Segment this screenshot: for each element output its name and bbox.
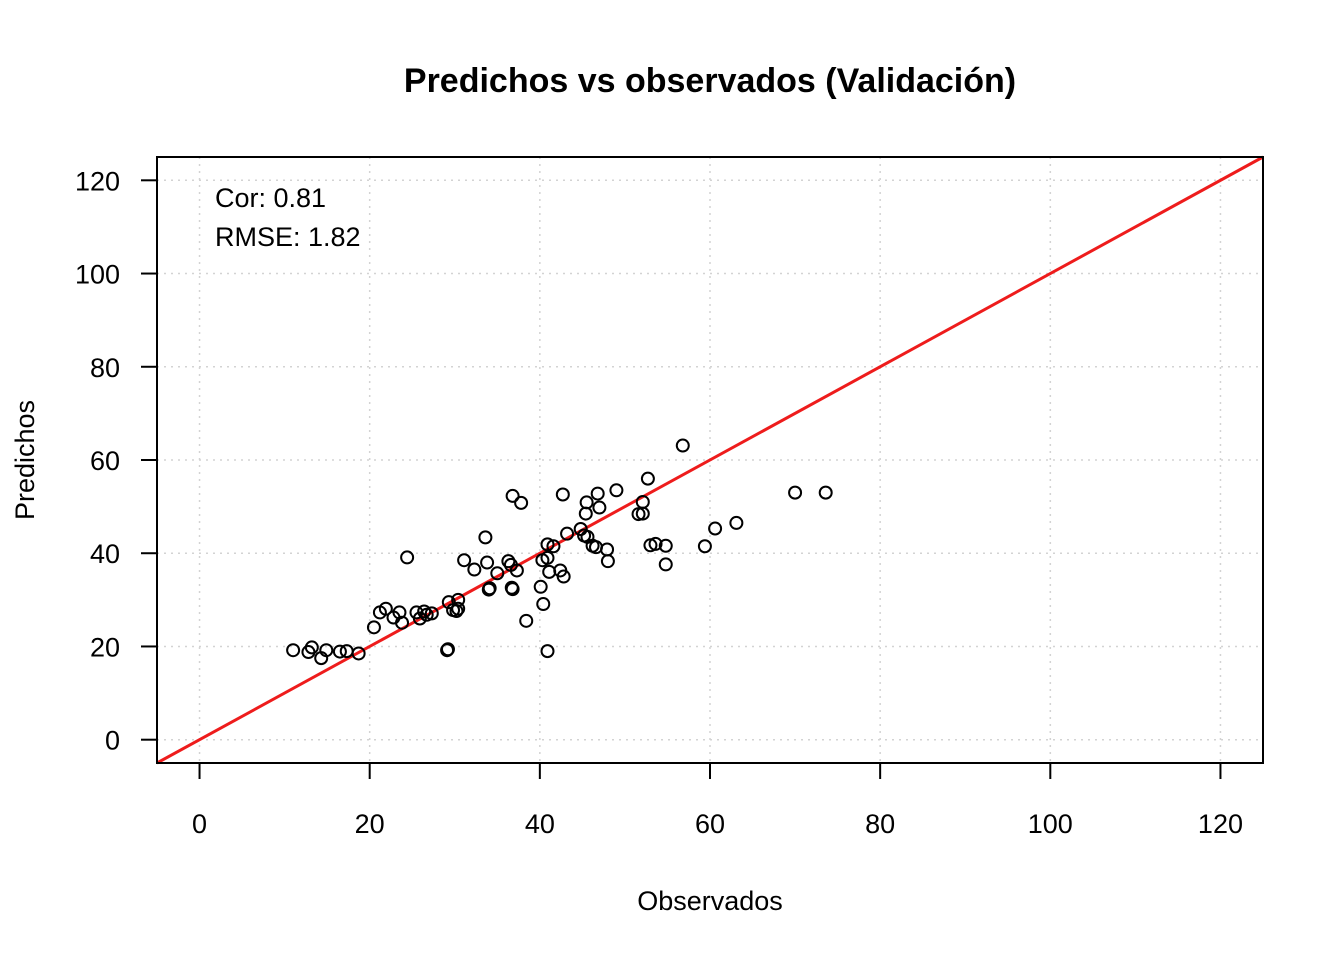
y-tick-label: 60 (90, 446, 120, 476)
x-tick-label: 0 (192, 809, 207, 839)
data-point (505, 488, 520, 503)
data-point (579, 495, 594, 510)
data-point (440, 642, 455, 657)
data-point (392, 605, 407, 620)
reference-line-layer (156, 155, 1264, 765)
reference-line (156, 155, 1264, 765)
data-point (697, 539, 712, 554)
y-tick-label: 100 (75, 260, 120, 290)
data-point (378, 601, 393, 616)
data-point (319, 643, 334, 658)
data-point (708, 521, 723, 536)
data-point (457, 553, 472, 568)
data-point (729, 515, 744, 530)
data-point (540, 537, 555, 552)
data-point (590, 486, 605, 501)
data-point (600, 542, 615, 557)
data-point (514, 495, 529, 510)
y-tick-label: 0 (105, 726, 120, 756)
data-point (648, 536, 663, 551)
data-point (560, 526, 575, 541)
chart-title: Predichos vs observados (Validación) (404, 62, 1016, 100)
data-point (536, 597, 551, 612)
data-point (417, 604, 432, 619)
data-point (351, 646, 366, 661)
data-point (412, 611, 427, 626)
data-point (395, 615, 410, 630)
data-point (578, 506, 593, 521)
y-axis-title: Predichos (10, 400, 40, 520)
data-point (505, 582, 520, 597)
data-point (400, 550, 415, 565)
x-tick-label: 100 (1028, 809, 1073, 839)
correlation-annotation: Cor: 0.81 (215, 183, 326, 213)
x-axis: 0 20 40 60 80 100 120 (192, 763, 1243, 839)
x-tick-label: 40 (525, 809, 555, 839)
data-point (424, 606, 439, 621)
data-point (540, 550, 555, 565)
data-point (480, 555, 495, 570)
data-point (533, 579, 548, 594)
y-tick-label: 20 (90, 632, 120, 662)
data-point (286, 643, 301, 658)
data-point (467, 562, 482, 577)
data-point (478, 530, 493, 545)
data-point (675, 438, 690, 453)
data-points (286, 438, 833, 666)
data-point (304, 640, 319, 655)
data-point (332, 644, 347, 659)
data-point (451, 601, 466, 616)
data-point (451, 592, 466, 607)
data-point (555, 487, 570, 502)
data-point (509, 563, 524, 578)
x-axis-title: Observados (637, 886, 783, 916)
data-point (788, 485, 803, 500)
rmse-annotation: RMSE: 1.82 (215, 222, 361, 252)
y-tick-label: 40 (90, 539, 120, 569)
data-point (519, 613, 534, 628)
data-point (441, 595, 456, 610)
data-point (546, 539, 561, 554)
data-point (542, 564, 557, 579)
y-tick-label: 80 (90, 353, 120, 383)
data-point (482, 581, 497, 596)
x-tick-label: 60 (695, 809, 725, 839)
data-point (592, 500, 607, 515)
data-point (366, 620, 381, 635)
data-point (600, 554, 615, 569)
x-tick-label: 80 (865, 809, 895, 839)
data-point (818, 485, 833, 500)
data-point (658, 538, 673, 553)
data-point (490, 566, 505, 581)
data-point (540, 644, 555, 659)
x-tick-label: 20 (355, 809, 385, 839)
y-axis: 0 20 40 60 80 100 120 (75, 166, 157, 756)
data-point (556, 569, 571, 584)
y-tick-label: 120 (75, 166, 120, 196)
data-point (635, 494, 650, 509)
data-point (573, 521, 588, 536)
data-point (609, 483, 624, 498)
data-point (658, 557, 673, 572)
data-point (640, 471, 655, 486)
x-tick-label: 120 (1198, 809, 1243, 839)
